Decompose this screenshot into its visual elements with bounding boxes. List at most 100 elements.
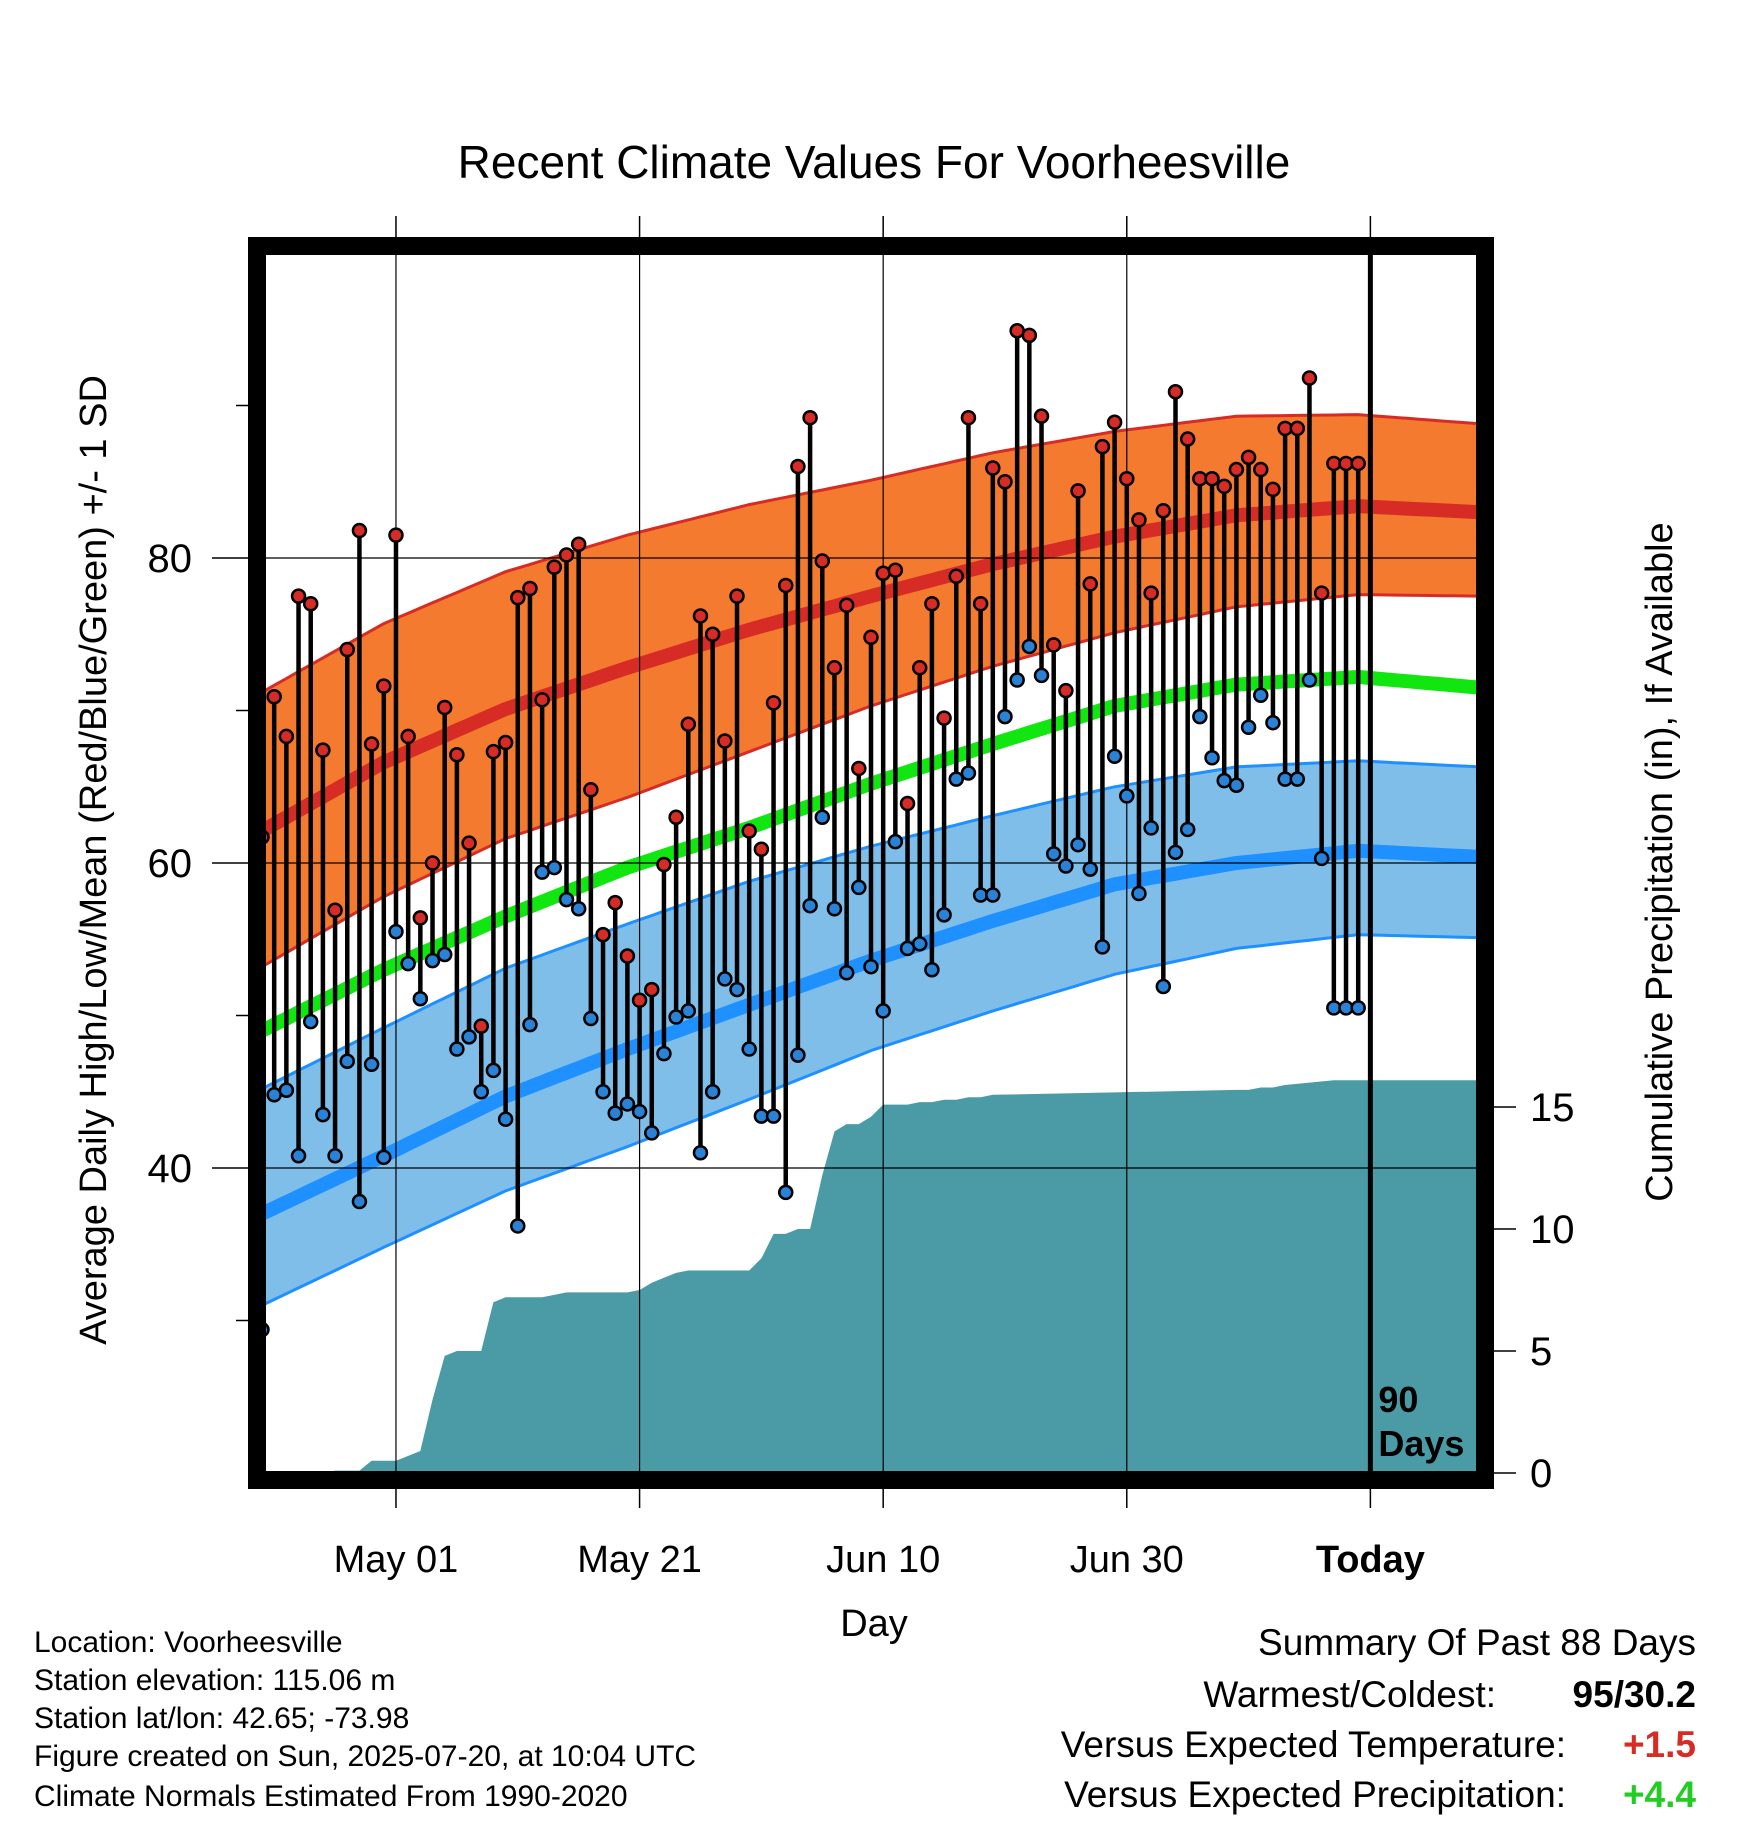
summary-warmest-label: Warmest/Coldest: <box>1203 1674 1496 1715</box>
x-tick-label: Jun 10 <box>826 1539 940 1581</box>
info-created: Figure created on Sun, 2025-07-20, at 10… <box>34 1740 697 1773</box>
daily-high-point <box>948 568 965 585</box>
daily-high-point <box>924 596 940 612</box>
daily-low-point <box>1167 844 1184 861</box>
daily-high-point <box>461 835 477 851</box>
y-right-tick-label: 5 <box>1530 1330 1552 1374</box>
daily-low-point <box>449 1041 465 1057</box>
daily-low-point <box>290 1148 307 1164</box>
daily-high-point <box>814 553 831 569</box>
daily-high-point <box>595 926 611 943</box>
daily-high-point <box>1204 470 1220 487</box>
daily-low-point <box>668 1009 684 1025</box>
daily-low-point <box>851 879 867 896</box>
daily-high-point <box>863 629 879 646</box>
daily-low-point <box>1070 836 1086 853</box>
precip-area <box>262 1080 1480 1473</box>
daily-high-point <box>510 589 526 606</box>
summary-temp-value: +1.5 <box>1622 1724 1696 1765</box>
y-left-tick-label: 40 <box>148 1147 193 1191</box>
daily-high-point <box>619 948 636 964</box>
summary-precip-value: +4.4 <box>1622 1774 1696 1815</box>
daily-high-point <box>1265 481 1281 498</box>
daily-high-point <box>1082 576 1098 592</box>
daily-high-point <box>1301 370 1318 386</box>
daily-low-point <box>1192 708 1208 725</box>
daily-high-point <box>753 841 770 858</box>
daily-high-point <box>497 734 514 751</box>
daily-low-point <box>1143 820 1159 836</box>
daily-high-point <box>583 782 599 798</box>
daily-low-point <box>1313 850 1330 867</box>
daily-low-point <box>388 923 404 940</box>
daily-low-point <box>1240 719 1257 736</box>
today-days-word: Days <box>1378 1423 1464 1464</box>
daily-low-point <box>1094 939 1111 955</box>
y-axis-label-left: Average Daily High/Low/Mean (Red/Blue/Gr… <box>73 375 115 1345</box>
daily-high-point <box>838 597 855 614</box>
x-tick-label: May 21 <box>577 1539 702 1581</box>
daily-low-point <box>1021 638 1038 655</box>
daily-high-point <box>376 678 392 694</box>
daily-low-point <box>510 1218 526 1234</box>
daily-low-point <box>802 897 818 914</box>
daily-high-point <box>570 536 587 553</box>
daily-high-point <box>826 660 843 676</box>
daily-high-point <box>1058 682 1074 699</box>
x-tick-label: Jun 30 <box>1070 1539 1184 1581</box>
daily-low-point <box>1155 978 1172 995</box>
daily-high-point <box>485 743 502 760</box>
daily-high-point <box>278 728 295 745</box>
daily-low-point <box>704 1084 721 1100</box>
daily-high-point <box>631 992 648 1008</box>
x-tick-label: May 01 <box>334 1539 459 1581</box>
daily-low-point <box>1045 846 1062 862</box>
axis-layer: May 01 May 21 Jun 10 Jun 30 Today 40 60 80 0 5 10 1… <box>148 216 1575 1581</box>
daily-high-point <box>644 981 660 998</box>
daily-low-point <box>1228 777 1245 793</box>
info-elevation: Station elevation: 115.06 m <box>34 1664 396 1697</box>
daily-high-point <box>1033 408 1050 424</box>
daily-low-point <box>595 1084 611 1100</box>
daily-low-point <box>863 958 879 975</box>
daily-low-point <box>1301 672 1318 688</box>
daily-low-point <box>619 1096 636 1112</box>
daily-low-point <box>583 1010 599 1027</box>
daily-low-point <box>1082 861 1098 877</box>
daily-low-point <box>826 901 843 917</box>
daily-high-point <box>777 577 794 594</box>
daily-low-point <box>875 1003 891 1019</box>
daily-high-point <box>899 795 916 812</box>
plot-clip-group <box>262 253 1480 1473</box>
daily-low-point <box>1058 858 1074 874</box>
y-axis-label-right: Cumulative Precipitation (in), If Availa… <box>1639 522 1681 1201</box>
daily-high-point <box>351 522 368 539</box>
daily-low-point <box>765 1108 782 1124</box>
daily-low-point <box>1033 667 1050 684</box>
daily-high-point <box>887 562 904 578</box>
daily-high-point <box>607 894 623 911</box>
x-axis-label: Day <box>840 1603 908 1645</box>
daily-low-point <box>400 955 416 972</box>
daily-low-point <box>485 1062 502 1079</box>
daily-low-point <box>729 981 745 998</box>
x-tick-label: Today <box>1316 1539 1425 1581</box>
daily-low-point <box>1119 788 1135 804</box>
daily-low-point <box>363 1056 380 1073</box>
daily-low-point <box>1350 1000 1366 1016</box>
today-days-number: 90 <box>1378 1379 1418 1420</box>
daily-low-point <box>302 1013 319 1030</box>
daily-high-point <box>534 692 550 708</box>
plot-layer: 90 Days <box>262 253 1480 1473</box>
daily-high-point <box>327 902 343 919</box>
daily-low-point <box>1204 750 1220 766</box>
high-normal-line <box>262 499 1480 838</box>
daily-high-point <box>668 809 684 825</box>
daily-high-point <box>315 742 331 758</box>
summary-temp-label: Versus Expected Temperature: <box>1060 1724 1566 1765</box>
daily-high-point <box>1094 438 1111 455</box>
daily-low-point <box>631 1103 648 1120</box>
daily-high-point <box>911 660 928 676</box>
daily-low-point <box>497 1111 514 1127</box>
